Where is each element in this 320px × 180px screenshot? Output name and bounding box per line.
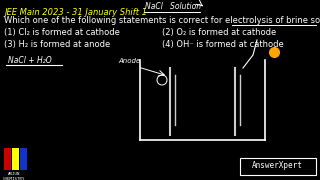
Text: Which one of the following statements is correct for electrolysis of brine solut: Which one of the following statements is…	[4, 16, 320, 25]
Bar	[4, 148, 11, 170]
Text: AnswerXpert: AnswerXpert	[252, 161, 302, 170]
Bar	[12, 148, 19, 170]
Text: NaCl + H₂O: NaCl + H₂O	[8, 56, 52, 65]
Text: (4) OH⁻ is formed at cathode: (4) OH⁻ is formed at cathode	[162, 40, 284, 49]
Text: (3) H₂ is formed at anode: (3) H₂ is formed at anode	[4, 40, 110, 49]
Text: ARJUN
CHEMISTRY: ARJUN CHEMISTRY	[3, 172, 25, 180]
Text: Anode: Anode	[118, 58, 140, 64]
Text: NaCl   Solution: NaCl Solution	[145, 2, 201, 11]
Text: (2) O₂ is formed at cathode: (2) O₂ is formed at cathode	[162, 28, 276, 37]
Text: (1) Cl₂ is formed at cathode: (1) Cl₂ is formed at cathode	[4, 28, 120, 37]
Bar	[20, 148, 27, 170]
FancyBboxPatch shape	[239, 158, 316, 174]
Text: JEE Main 2023 - 31 January Shift 1: JEE Main 2023 - 31 January Shift 1	[4, 8, 147, 17]
